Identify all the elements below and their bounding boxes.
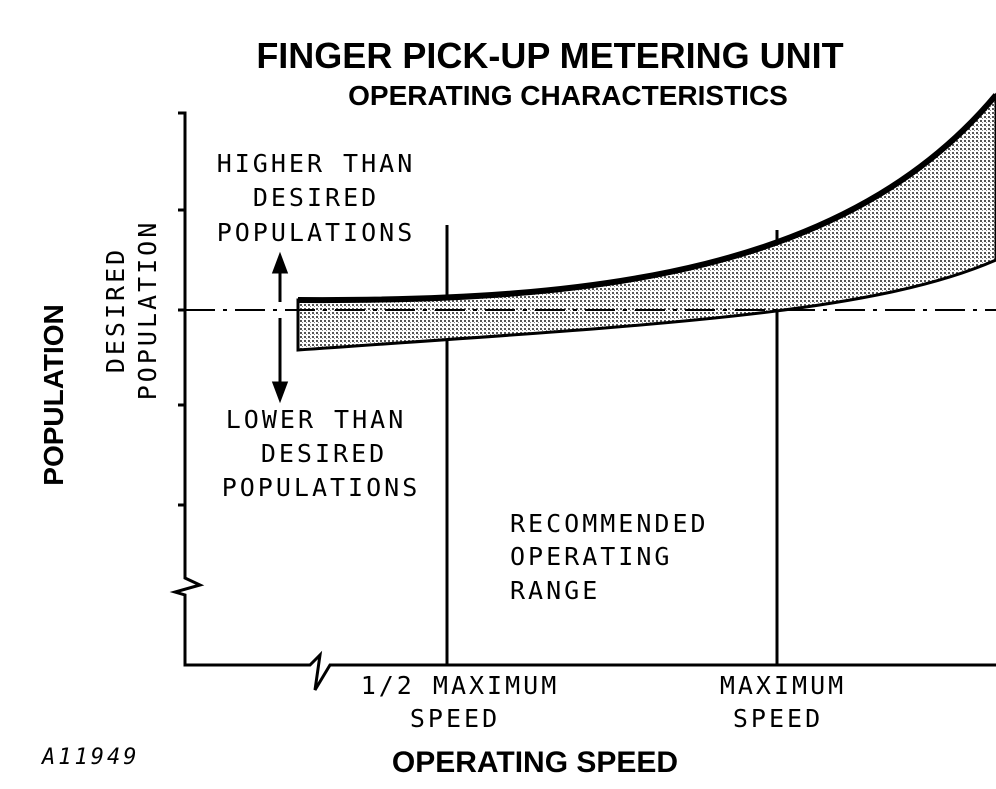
annotation: RECOMMENDED — [510, 509, 709, 538]
title: FINGER PICK-UP METERING UNIT — [256, 35, 843, 76]
annotation: DESIRED — [253, 183, 379, 212]
y-sublabel: DESIRED — [101, 247, 130, 373]
annotation: HIGHER THAN — [217, 149, 416, 178]
annotation: RANGE — [510, 576, 600, 605]
x-label: MAXIMUM — [720, 671, 846, 700]
upper-edge — [297, 93, 996, 304]
annotation: POPULATIONS — [217, 218, 416, 247]
arrows — [271, 251, 289, 404]
x-label: SPEED — [410, 704, 500, 733]
annotation: OPERATING — [510, 542, 672, 571]
annotation: POPULATIONS — [222, 473, 421, 502]
x-label: SPEED — [733, 704, 823, 733]
subtitle: OPERATING CHARACTERISTICS — [348, 80, 788, 111]
x-label: 1/2 MAXIMUM — [361, 671, 560, 700]
annotation: LOWER THAN — [226, 405, 407, 434]
x-axis-label: OPERATING SPEED — [392, 746, 678, 779]
figure-id: A11949 — [40, 745, 139, 770]
y-sublabel: POPULATION — [133, 220, 162, 401]
y-axis-label: POPULATION — [38, 304, 69, 485]
annotation: DESIRED — [261, 439, 387, 468]
